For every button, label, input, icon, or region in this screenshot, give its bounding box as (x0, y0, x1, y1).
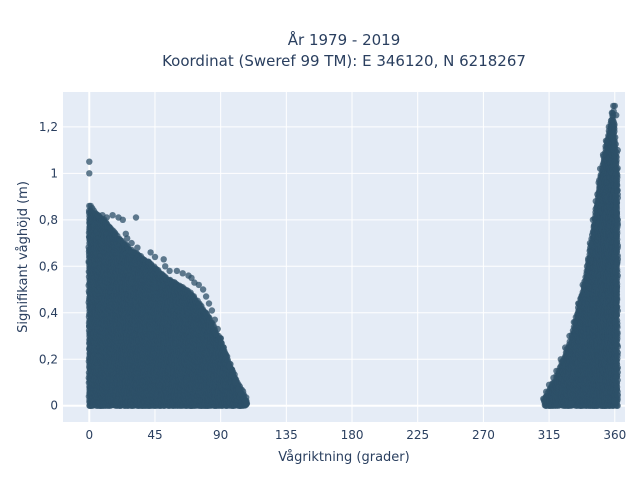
data-points (85, 102, 621, 409)
